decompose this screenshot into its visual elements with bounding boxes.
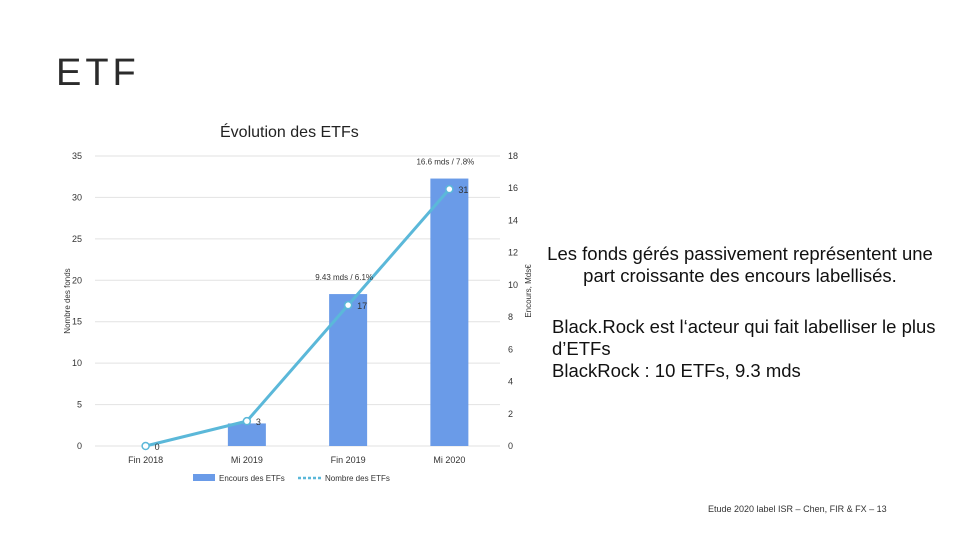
y-right-tick-label: 6 — [508, 344, 513, 354]
paragraph-blackrock: Black.Rock est l‘acteur qui fait labelli… — [540, 316, 952, 382]
y-left-tick-label: 5 — [77, 400, 82, 410]
x-tick-label: Fin 2018 — [128, 455, 163, 465]
x-tick-label: Fin 2019 — [331, 455, 366, 465]
y-right-tick-label: 14 — [508, 215, 518, 225]
paragraph-blackrock-line1: Black.Rock est l‘acteur qui fait labelli… — [552, 316, 936, 359]
y-right-tick-label: 0 — [508, 441, 513, 451]
y-right-tick-label: 2 — [508, 409, 513, 419]
point-label: 0 — [155, 442, 160, 452]
y-right-tick-label: 18 — [508, 151, 518, 161]
y-right-tick-label: 4 — [508, 377, 513, 387]
y-right-axis-title: Encours, Mds€ — [524, 264, 533, 318]
paragraph-blackrock-line2: BlackRock : 10 ETFs, 9.3 mds — [552, 360, 801, 381]
line-point — [343, 300, 353, 310]
y-left-tick-label: 15 — [72, 317, 82, 327]
point-label: 3 — [256, 417, 261, 427]
y-left-tick-label: 10 — [72, 358, 82, 368]
y-left-axis-title: Nombre des fonds — [63, 268, 72, 333]
x-tick-label: Mi 2020 — [433, 455, 465, 465]
bar — [329, 294, 368, 446]
series-line — [145, 188, 451, 448]
line-point — [242, 416, 252, 426]
y-left-tick-label: 20 — [72, 275, 82, 285]
line-point — [141, 441, 150, 451]
data-annotation: 16.6 mds / 7.8% — [416, 158, 474, 167]
footer-note: Etude 2020 label ISR – Chen, FIR & FX – … — [708, 504, 887, 514]
bar — [430, 178, 469, 447]
y-left-tick-label: 35 — [72, 151, 82, 161]
x-tick-label: Mi 2019 — [231, 455, 263, 465]
y-right-tick-label: 10 — [508, 280, 518, 290]
legend-label-bar: Encours des ETFs — [219, 474, 285, 483]
legend-label-line: Nombre des ETFs — [325, 474, 390, 483]
point-label: 17 — [357, 301, 367, 311]
y-left-tick-label: 25 — [72, 234, 82, 244]
y-left-tick-label: 30 — [72, 192, 82, 202]
data-annotation: 9.43 mds / 6.1% — [315, 273, 373, 282]
point-label: 31 — [458, 185, 468, 195]
slide-title: ETF — [56, 52, 140, 94]
y-right-tick-label: 12 — [508, 248, 518, 258]
bar — [227, 423, 266, 446]
paragraph-passive-funds: Les fonds gérés passivement représentent… — [547, 243, 933, 286]
legend-swatch-bar — [193, 474, 215, 481]
y-left-tick-label: 0 — [77, 441, 82, 451]
y-right-tick-label: 16 — [508, 183, 518, 193]
chart-title: Évolution des ETFs — [220, 124, 359, 141]
line-point — [445, 184, 454, 194]
y-right-tick-label: 8 — [508, 312, 513, 322]
